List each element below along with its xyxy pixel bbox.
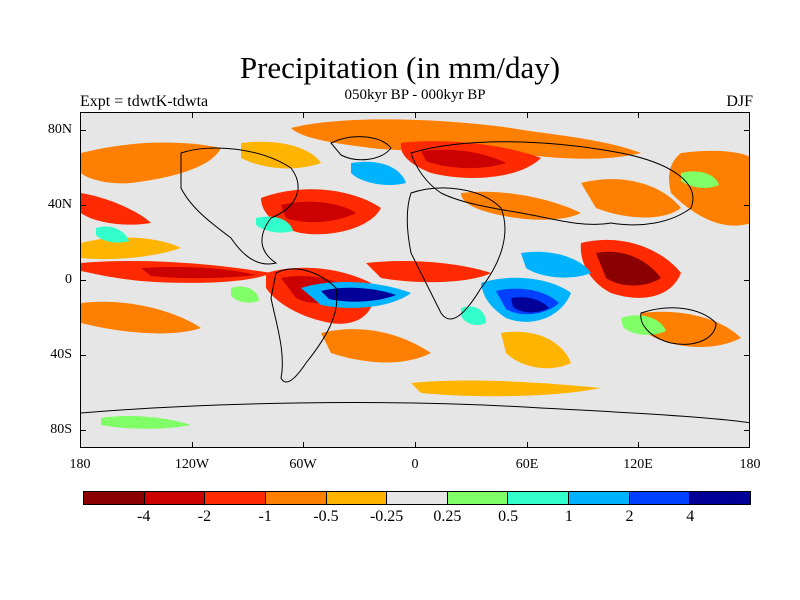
colorbar-swatch	[205, 492, 266, 504]
colorbar-swatch	[387, 492, 448, 504]
x-tick	[192, 112, 193, 118]
colorbar-swatch	[508, 492, 570, 504]
map-plot-area	[80, 112, 750, 448]
y-tick-label: 0	[65, 272, 72, 287]
x-tick	[527, 442, 528, 448]
x-tick-label: 0	[411, 457, 419, 472]
colorbar-label: -1	[258, 508, 272, 525]
colorbar-label: -4	[137, 508, 151, 525]
x-tick	[638, 112, 639, 118]
colorbar-swatch	[265, 492, 327, 504]
y-tick	[744, 430, 750, 431]
y-tick	[80, 430, 86, 431]
y-tick	[80, 205, 86, 206]
x-tick-label: 60E	[515, 457, 539, 472]
x-tick	[527, 112, 528, 118]
x-tick	[192, 442, 193, 448]
x-tick	[415, 112, 416, 118]
y-tick	[744, 355, 750, 356]
colorbar-swatch	[690, 492, 751, 504]
anomaly-fields	[81, 119, 749, 429]
colorbar-label: 0.25	[433, 508, 462, 525]
map-title: Precipitation (in mm/day)	[239, 50, 561, 85]
precipitation-map	[81, 119, 749, 429]
colorbar-label: 1	[564, 508, 573, 525]
map-subtitle: 050kyr BP - 000kyr BP	[344, 87, 486, 103]
colorbar	[83, 491, 751, 505]
y-tick	[80, 280, 86, 281]
experiment-label: Expt = tdwtK-tdwta	[80, 93, 209, 110]
x-tick	[303, 442, 304, 448]
y-tick-label: 40S	[50, 347, 72, 362]
y-tick	[744, 205, 750, 206]
season-label: DJF	[726, 93, 753, 110]
colorbar-swatch	[629, 492, 691, 504]
y-tick	[80, 130, 86, 131]
y-tick	[744, 280, 750, 281]
colorbar-swatch	[144, 492, 206, 504]
x-tick-label: 120E	[623, 457, 653, 472]
x-tick-label: 180	[69, 457, 91, 472]
y-tick-label: 80S	[50, 422, 72, 437]
x-tick-label: 120W	[174, 457, 210, 472]
colorbar-label: -0.25	[369, 508, 404, 525]
y-tick-label: 40N	[47, 197, 72, 212]
colorbar-swatch	[569, 492, 630, 504]
x-tick-label: 180	[739, 457, 761, 472]
y-tick	[80, 355, 86, 356]
colorbar-swatch	[84, 492, 145, 504]
y-tick	[744, 130, 750, 131]
y-tick-label: 80N	[47, 122, 72, 137]
coastlines	[81, 136, 749, 424]
colorbar-label: -0.5	[313, 508, 339, 525]
x-tick-label: 60W	[289, 457, 317, 472]
colorbar-label: 0.5	[498, 508, 519, 525]
colorbar-swatch	[326, 492, 388, 504]
x-tick	[303, 112, 304, 118]
x-tick	[415, 442, 416, 448]
colorbar-label: 2	[625, 508, 634, 525]
colorbar-label: -2	[197, 508, 212, 525]
x-tick	[638, 442, 639, 448]
colorbar-swatch	[447, 492, 509, 504]
colorbar-label: 4	[686, 508, 695, 525]
